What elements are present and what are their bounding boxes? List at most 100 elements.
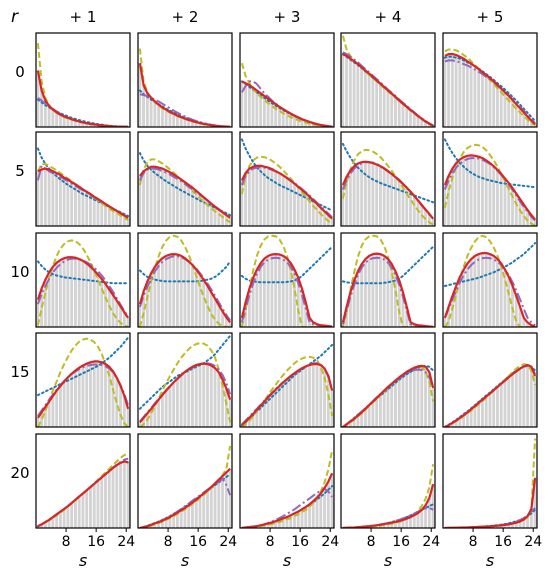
histogram-bar	[311, 200, 315, 226]
histogram-bar	[172, 113, 176, 127]
histogram-bar	[194, 269, 198, 327]
histogram-bar	[217, 372, 221, 427]
histogram-bar	[217, 209, 221, 226]
panel-frame	[239, 131, 335, 227]
blue-series-line	[138, 260, 232, 283]
histogram-bar	[390, 264, 394, 327]
histogram-bar	[58, 259, 62, 327]
histogram-bar	[66, 506, 70, 528]
histogram-bar	[228, 468, 232, 528]
histogram-bar	[311, 501, 315, 528]
histogram-bar	[397, 280, 401, 327]
panel	[35, 131, 131, 227]
histogram-bar	[198, 194, 202, 226]
histogram-bar	[187, 184, 191, 226]
histogram-bar	[304, 507, 308, 528]
histogram-bar	[412, 324, 416, 327]
histogram-bar	[533, 375, 537, 427]
histogram-bar	[533, 124, 537, 127]
histogram-bar	[179, 117, 183, 127]
blue-series-line	[36, 336, 130, 397]
histogram-bar	[262, 258, 266, 327]
row-axis-label: r	[11, 7, 19, 27]
histogram-bar	[157, 261, 161, 327]
panel-frame	[35, 232, 131, 328]
histogram-bar	[164, 255, 168, 327]
histogram-bar	[401, 184, 405, 226]
histogram-bar	[77, 121, 81, 127]
x-tick-label: 8	[469, 534, 478, 550]
histogram-bar	[499, 88, 503, 127]
histogram-bar	[514, 295, 518, 327]
histogram-bar	[40, 524, 44, 528]
panel-frame	[442, 332, 538, 428]
panel	[340, 232, 436, 328]
histogram-bar	[183, 118, 187, 127]
histogram-bar	[160, 395, 164, 427]
histogram-bar	[289, 375, 293, 427]
histogram-bar	[412, 112, 416, 127]
histogram-bar	[484, 253, 488, 327]
olive-series-line	[240, 234, 333, 327]
histogram-bar	[206, 490, 209, 528]
histogram-bar	[47, 519, 51, 528]
panel	[239, 332, 335, 428]
histogram-bar	[92, 270, 96, 327]
histogram-bar	[348, 421, 352, 427]
histogram-bar	[55, 514, 59, 528]
histogram-bar	[488, 393, 492, 427]
histogram-bar	[409, 517, 412, 528]
histogram-bar	[319, 207, 323, 226]
histogram-bar	[522, 366, 526, 427]
histogram-bar	[330, 218, 334, 226]
histogram-bar	[473, 155, 477, 226]
histogram-bar	[484, 396, 488, 427]
histogram-bar	[401, 374, 405, 427]
histogram-bar	[107, 366, 111, 427]
histogram-bar	[360, 412, 364, 427]
histogram-bar	[289, 180, 293, 226]
histogram-bar	[62, 508, 66, 528]
column-header: + 4	[375, 8, 402, 26]
histogram-bar	[278, 519, 281, 528]
histogram-bar	[363, 70, 367, 127]
histogram-bar	[281, 109, 285, 127]
histogram-bar	[473, 255, 477, 327]
histogram-bar	[266, 397, 270, 427]
histogram-bar	[142, 417, 146, 427]
histogram-bar	[529, 508, 533, 528]
histogram-bar	[503, 178, 507, 226]
histogram-bar	[341, 54, 345, 127]
histogram-bar	[409, 110, 412, 127]
red-series-line	[241, 80, 333, 127]
histogram-bar	[293, 373, 296, 427]
histogram-bar	[213, 483, 217, 528]
panel	[239, 433, 335, 529]
histogram-bar	[255, 409, 259, 427]
histogram-bar	[70, 257, 74, 327]
panel	[35, 332, 131, 428]
histogram-bar	[481, 253, 484, 327]
histogram-bar	[149, 408, 153, 427]
histogram-bar	[85, 363, 89, 427]
panel-frame	[35, 332, 131, 428]
histogram-bar	[138, 304, 142, 327]
histogram-bar	[224, 317, 228, 327]
histogram-bar	[77, 186, 81, 226]
histogram-bar	[202, 493, 206, 528]
histogram-bar	[58, 114, 62, 127]
histogram-bar	[462, 415, 466, 427]
histogram-bar	[499, 383, 503, 427]
histogram-bar	[281, 518, 285, 528]
histogram-bar	[255, 269, 259, 327]
histogram-bar	[379, 166, 382, 226]
histogram-bar	[315, 204, 319, 226]
histogram-bar	[458, 417, 462, 427]
histogram-bar	[100, 477, 104, 528]
histogram-bar	[240, 81, 244, 127]
histogram-bar	[450, 422, 454, 427]
histogram-bar	[266, 523, 270, 528]
panel-frame	[442, 131, 538, 227]
histogram-bar	[367, 405, 371, 427]
red-series-line	[139, 467, 231, 528]
